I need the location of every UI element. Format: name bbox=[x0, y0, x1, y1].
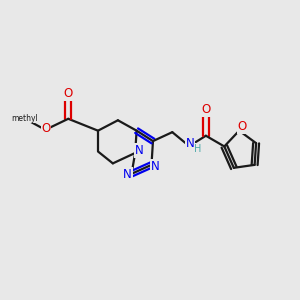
Text: O: O bbox=[63, 87, 72, 100]
Text: N: N bbox=[135, 144, 143, 157]
Text: H: H bbox=[194, 143, 202, 154]
Text: O: O bbox=[201, 103, 211, 116]
Text: N: N bbox=[186, 137, 194, 150]
Text: N: N bbox=[123, 168, 132, 181]
Text: N: N bbox=[151, 160, 159, 173]
Text: O: O bbox=[238, 120, 247, 133]
Text: methyl: methyl bbox=[11, 114, 38, 123]
Text: O: O bbox=[41, 122, 51, 135]
